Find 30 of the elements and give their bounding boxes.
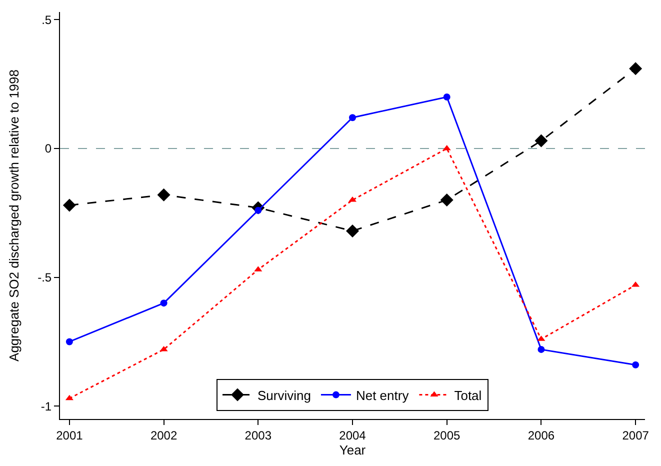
x-tick-label: 2004	[339, 428, 366, 442]
legend-label: Total	[454, 388, 482, 403]
point	[65, 394, 74, 400]
point	[443, 94, 450, 101]
point	[632, 361, 640, 368]
point	[66, 338, 73, 346]
point	[157, 188, 170, 202]
point	[629, 62, 642, 76]
y-tick-label: -.5	[38, 270, 52, 285]
x-tick-label: 2002	[150, 428, 178, 442]
x-tick-label: 2006	[528, 428, 555, 442]
legend-label: Surviving	[258, 388, 311, 403]
y-tick-label: -1	[40, 399, 52, 414]
y-tick-label: .5	[42, 12, 52, 27]
x-axis-title: Year	[339, 442, 366, 458]
point	[62, 198, 76, 212]
x-tick-label: 2001	[56, 428, 84, 442]
point	[440, 194, 454, 207]
x-tick-label: 2003	[244, 428, 272, 442]
x-tick-label: 2007	[622, 428, 650, 442]
point	[160, 346, 168, 352]
point	[160, 300, 168, 307]
point	[349, 114, 356, 122]
y-tick-label: 0	[44, 142, 52, 156]
legend-label: Net entry	[356, 388, 410, 403]
x-tick-label: 2005	[434, 428, 461, 442]
point	[346, 224, 359, 238]
point	[538, 346, 545, 353]
y-axis-title: Aggregate SO2 discharged growth relative to 1998	[6, 70, 22, 362]
point	[534, 134, 548, 148]
